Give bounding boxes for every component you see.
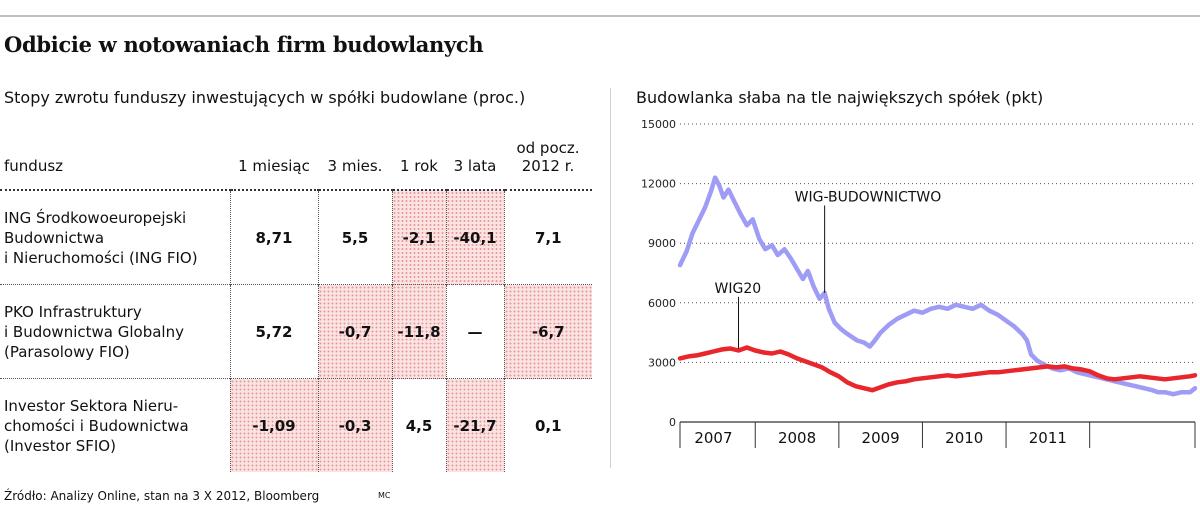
table-row: ING Środkowoeuropejski Budownictwa i Nieru… — [0, 189, 592, 285]
annotation-wig-budownictwo: WIG-BUDOWNICTWO — [795, 189, 942, 205]
fund-name-line: i Nieruchomości (ING FIO) — [4, 248, 198, 267]
y-tick-label: 12000 — [641, 178, 676, 191]
fund-name-line: ING Środkowoeuropejski — [4, 208, 187, 227]
cell-1-month: -1,09 — [229, 378, 318, 472]
x-year-label: 2011 — [1029, 429, 1067, 447]
cell-3-months: -0,3 — [317, 378, 392, 472]
header-3-years: 3 lata — [453, 157, 497, 175]
y-tick-label: 6000 — [648, 297, 676, 310]
cell-3-years: -21,7 — [445, 378, 504, 472]
header-ytd-line2: 2012 r. — [521, 157, 575, 175]
header-3-months: 3 mies. — [327, 157, 383, 175]
fund-name-line: (Investor SFIO) — [4, 436, 116, 455]
cell-3-months: 5,5 — [317, 189, 392, 285]
fund-name-line: Investor Sektora Nieru- — [4, 396, 179, 415]
cell-ytd: -6,7 — [503, 284, 592, 379]
fund-name-line: Budownictwa — [4, 228, 105, 247]
x-year-label: 2008 — [778, 429, 816, 447]
source-note: Źródło: Analizy Online, stan na 3 X 2012… — [4, 489, 320, 503]
cell-3-months: -0,7 — [317, 284, 392, 379]
table-subtitle: Stopy zwrotu funduszy inwestujących w sp… — [4, 88, 526, 107]
chart-title: Budowlanka słaba na tle największych spó… — [636, 88, 1044, 107]
table-row: PKO Infrastruktury i Budownictwa Globalny… — [0, 284, 592, 379]
y-tick-label: 0 — [669, 416, 676, 429]
panel-divider — [610, 88, 611, 468]
cell-ytd: 7,1 — [503, 189, 592, 285]
cell-ytd: 0,1 — [503, 378, 592, 472]
header-fund: fundusz — [4, 157, 64, 175]
header-1-month: 1 miesiąc — [238, 157, 310, 175]
cell-1-year: -11,8 — [391, 284, 446, 379]
cell-1-year: -2,1 — [391, 189, 446, 285]
fund-name-line: i Budownictwa Globalny — [4, 322, 184, 341]
fund-name-line: chomości i Budownictwa — [4, 416, 189, 435]
y-tick-label: 15000 — [641, 118, 676, 131]
cell-1-month: 8,71 — [229, 189, 318, 285]
annotation-wig20: WIG20 — [715, 281, 762, 297]
top-rule — [0, 15, 1200, 17]
header-1-year: 1 rok — [399, 157, 438, 175]
author-mark: MC — [378, 491, 391, 500]
page-title: Odbicie w notowaniach firm budowlanych — [4, 32, 484, 57]
fund-name-line: (Parasolowy FIO) — [4, 342, 130, 361]
x-year-label: 2009 — [862, 429, 900, 447]
fund-name-line: PKO Infrastruktury — [4, 302, 142, 321]
table-row: Investor Sektora Nieru-chomości i Budown… — [0, 378, 592, 472]
fund-name: ING Środkowoeuropejski Budownictwa i Nieru… — [0, 189, 230, 285]
cell-3-years: -40,1 — [445, 189, 504, 285]
x-year-label: 2010 — [945, 429, 983, 447]
header-ytd: od pocz. 2012 r. — [504, 128, 592, 190]
y-tick-label: 3000 — [648, 356, 676, 369]
header-ytd-line1: od pocz. — [516, 139, 580, 157]
returns-table: fundusz 1 miesiąc 3 mies. 1 rok 3 lata o… — [0, 128, 592, 472]
fund-name: Investor Sektora Nieru-chomości i Budown… — [0, 378, 230, 472]
cell-3-years: — — [445, 284, 504, 379]
cell-1-year: 4,5 — [391, 378, 446, 472]
fund-name: PKO Infrastruktury i Budownictwa Globalny… — [0, 284, 230, 379]
cell-1-month: 5,72 — [229, 284, 318, 379]
x-year-label: 2007 — [694, 429, 732, 447]
wig20-line — [677, 345, 1198, 393]
y-tick-label: 9000 — [648, 237, 676, 250]
line-chart: 0 3000 6000 9000 12000 15000 2007 2008 2009 2010 2… — [641, 118, 1198, 448]
